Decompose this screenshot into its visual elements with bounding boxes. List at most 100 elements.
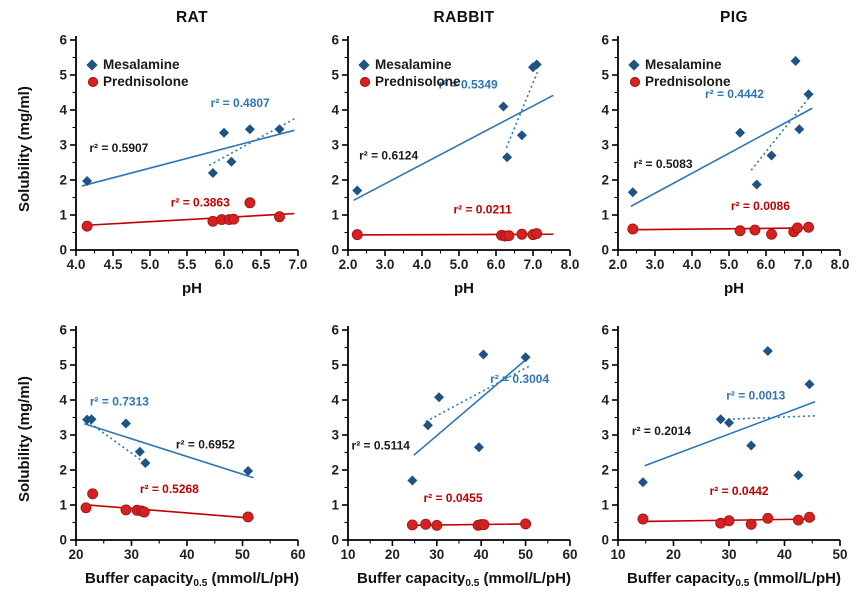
panel-pig-ph: PIG 2.0 3.0 4.0 5.0 6.0 7.0 8.0 0 1 2 3 4 5 6 r² = 0.4… [572,6,850,299]
data-point-prednisolone [503,230,515,242]
x-tick-label: 2.0 [609,257,628,272]
y-tick-label: 2 [331,463,339,478]
x-axis-label: pH [302,280,580,299]
legend-item-prednisolone: Prednisolone [360,73,461,90]
data-point-mesalamine [226,156,237,167]
x-tick-label: 30 [124,547,139,562]
x-tick-label: 6.0 [487,257,506,272]
x-axis-label: pH [30,280,308,299]
y-tick-label: 5 [601,358,609,373]
r2-annotation: r² = 0.0211 [453,202,512,216]
x-axis-label-suffix: (mmol/L/pH) [207,570,299,587]
mesalamine-diamond-icon [358,58,370,71]
x-tick-label: 3.0 [646,257,665,272]
data-point-mesalamine [715,414,726,425]
y-tick-label: 5 [331,358,339,373]
data-point-mesalamine [422,420,433,431]
r2-annotation: r² = 0.2014 [632,424,691,438]
y-tick-label: 4 [601,393,609,408]
x-tick-label: 7.0 [289,257,308,272]
panel-title [30,306,308,322]
x-tick-label: 5.0 [450,257,469,272]
y-tick-label: 5 [59,68,67,83]
panel-title [302,306,580,322]
legend-item-mesalamine: Mesalamine [628,56,731,73]
legend-mesalamine-label: Mesalamine [103,57,180,72]
data-point-mesalamine [751,179,762,190]
x-tick-label: 4.5 [104,257,123,272]
x-axis-label-suffix: (mmol/L/pH) [749,570,841,587]
data-point-mesalamine [219,127,229,138]
y-tick-label: 4 [601,103,609,118]
data-point-prednisolone [520,518,532,530]
x-tick-label: 30 [429,547,444,562]
data-point-prednisolone [516,228,528,240]
scatter-plot: 4.0 4.5 5.0 5.5 6.0 6.5 7.0 0 1 2 3 4 5 6 r² = 0.4807 r… [59,33,308,273]
x-tick-label: 30 [721,547,736,562]
y-tick-label: 0 [601,533,609,548]
data-point-mesalamine [140,458,151,468]
y-tick-label: 0 [601,243,609,258]
data-point-prednisolone [792,514,804,526]
data-point-mesalamine [473,442,484,453]
r2-annotation: r² = 0.5114 [352,439,411,453]
y-tick-label: 2 [601,173,609,188]
y-tick-label: 6 [59,323,67,338]
data-point-mesalamine [82,176,93,187]
data-point-mesalamine [86,414,97,425]
legend: Mesalamine Prednisolone [358,56,461,90]
y-tick-label: 0 [59,533,67,548]
panel-title: RABBIT [433,9,495,26]
x-tick-label: 3.0 [376,257,395,272]
data-point-prednisolone [242,511,254,523]
y-tick-label: 2 [601,463,609,478]
data-point-prednisolone [420,518,432,530]
data-point-prednisolone [478,519,490,531]
r2-annotation: r² = 0.6124 [359,149,418,163]
y-tick-label: 3 [59,428,67,443]
x-tick-label: 50 [518,547,533,562]
legend-item-prednisolone: Prednisolone [630,73,731,90]
data-point-mesalamine [790,56,801,66]
data-point-prednisolone [120,504,132,516]
r2-annotation: r² = 0.0455 [423,491,482,505]
data-point-mesalamine [244,124,255,135]
data-point-mesalamine [531,59,542,70]
x-axis-label-text: pH [454,280,474,297]
trend-line-mesalamine-dotted [505,71,539,149]
x-axis-label-text: pH [724,280,744,297]
trend-line-mesalamine-solid [644,401,816,467]
x-axis-label-sub: 0.5 [465,578,480,589]
data-point-prednisolone [81,220,93,232]
scatter-plot: 20 30 40 50 60 0 1 2 3 4 5 6 r² = 0.7313 r² = 0.6952 r… [59,323,305,563]
x-tick-label: 10 [610,547,625,562]
panel-rat-ph: RAT 4.0 4.5 5.0 5.5 6.0 6.5 7.0 0 1 2 3 4 5 6 r² = 0.4… [30,6,308,299]
y-tick-label: 5 [59,358,67,373]
y-tick-label: 3 [331,138,339,153]
y-tick-label: 5 [331,68,339,83]
x-tick-label: 20 [68,547,83,562]
data-point-prednisolone [531,228,543,240]
x-tick-label: 4.0 [413,257,432,272]
x-tick-label: 5.5 [178,257,197,272]
y-tick-label: 3 [601,138,609,153]
x-tick-label: 60 [290,547,305,562]
y-tick-label: 1 [331,498,339,513]
x-tick-label: 5.0 [720,257,739,272]
x-tick-label: 7.0 [524,257,543,272]
r2-annotation: r² = 0.6952 [176,437,235,451]
y-tick-label: 2 [59,463,67,478]
r2-annotation: r² = 0.0013 [726,388,785,402]
data-point-mesalamine [498,101,509,112]
r2-annotation: r² = 0.0442 [710,484,769,498]
data-point-prednisolone [766,228,778,240]
trend-line-mesalamine-solid [81,129,295,187]
y-tick-label: 2 [59,173,67,188]
data-point-mesalamine [274,124,285,135]
y-tick-label: 0 [331,533,339,548]
panel-rabbit-ph: RABBIT 2.0 3.0 4.0 5.0 6.0 7.0 8.0 0 1 2 3 4 5 6 r² = … [302,6,580,299]
data-point-prednisolone [762,512,774,524]
y-tick-label: 1 [59,498,67,513]
data-point-mesalamine [352,185,363,196]
data-point-prednisolone [431,519,443,531]
